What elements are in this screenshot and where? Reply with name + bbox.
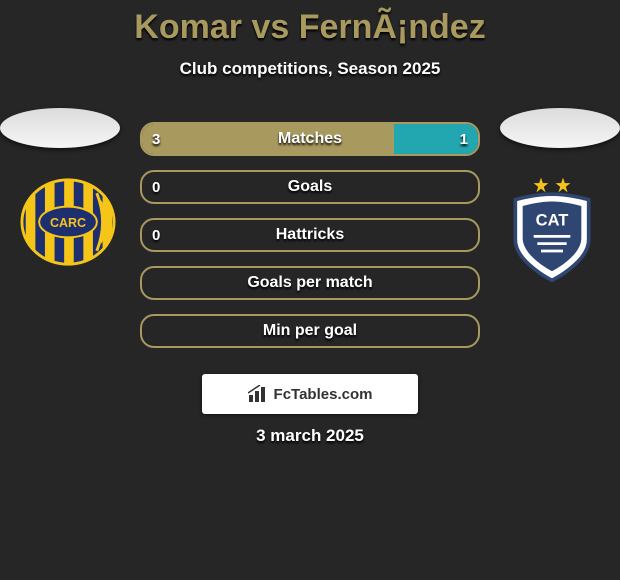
bar-label: Min per goal: [142, 316, 478, 346]
rosario-central-icon: CARC: [20, 174, 116, 270]
svg-text:CARC: CARC: [50, 216, 86, 230]
avatar-placeholder-icon: [0, 108, 120, 148]
bar-value-right: 1: [450, 124, 478, 154]
club-badge-left: CARC: [20, 174, 116, 270]
bar-label: Hattricks: [142, 220, 478, 250]
svg-text:CAT: CAT: [536, 211, 569, 229]
page-subtitle: Club competitions, Season 2025: [0, 59, 620, 79]
stat-bar: 0Hattricks: [140, 218, 480, 252]
comparison-card: Komar vs FernÃ¡ndez Club competitions, S…: [0, 0, 620, 580]
bar-value-left: 3: [142, 124, 170, 154]
stat-bars: 31Matches0Goals0HattricksGoals per match…: [140, 122, 480, 362]
credit-text: FcTables.com: [274, 386, 373, 403]
talleres-icon: CAT: [504, 174, 600, 284]
player-right-avatar: [500, 108, 620, 148]
bar-value-left: 0: [142, 172, 170, 202]
stat-bar: 31Matches: [140, 122, 480, 156]
stat-bar: 0Goals: [140, 170, 480, 204]
comparison-date: 3 march 2025: [0, 426, 620, 446]
avatar-placeholder-icon: [500, 108, 620, 148]
page-title: Komar vs FernÃ¡ndez: [0, 0, 620, 47]
bar-value-left: 0: [142, 220, 170, 250]
stat-bar: Goals per match: [140, 266, 480, 300]
player-left-avatar: [0, 108, 120, 148]
bar-fill-left: [142, 124, 394, 154]
bar-label: Goals: [142, 172, 478, 202]
credit-badge: FcTables.com: [202, 374, 418, 414]
bar-label: Goals per match: [142, 268, 478, 298]
club-badge-right: CAT: [504, 174, 600, 270]
star-icon: [534, 178, 571, 193]
bar-chart-icon: [248, 385, 268, 403]
stat-bar: Min per goal: [140, 314, 480, 348]
